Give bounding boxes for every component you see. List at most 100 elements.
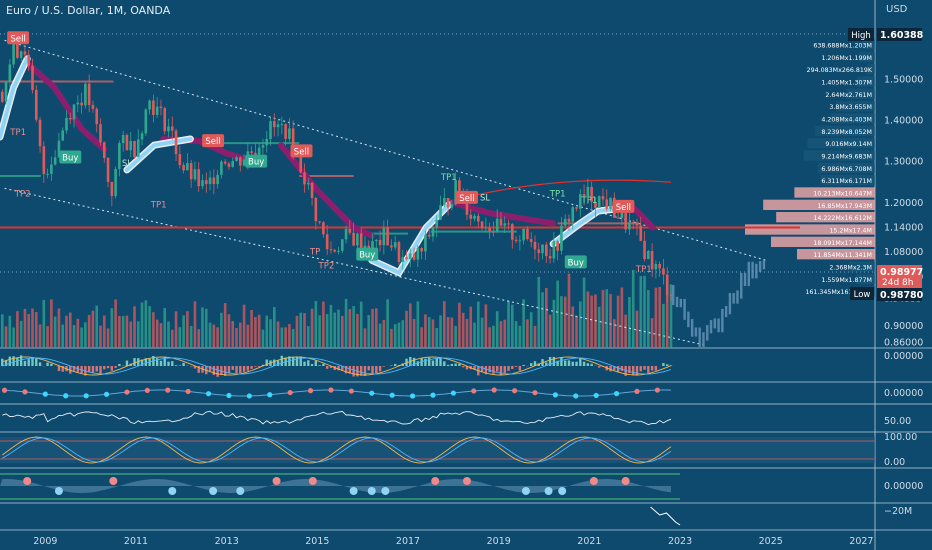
- candle-body: [91, 105, 95, 109]
- candle-body: [650, 251, 654, 270]
- volume-profile-bar: [862, 39, 875, 50]
- volume-bar: [272, 307, 276, 348]
- volume-bar: [537, 276, 541, 348]
- candle-body: [329, 249, 333, 251]
- volume-bar: [363, 328, 367, 348]
- volume-bar: [238, 322, 242, 348]
- volume-bar: [106, 328, 110, 348]
- volume-profile-bar: [867, 63, 875, 75]
- volume-bar: [382, 319, 386, 348]
- candle-body: [503, 223, 507, 226]
- volume-osc-line: [650, 506, 681, 526]
- macd-histogram-bar: [522, 364, 525, 366]
- projection-candle: [758, 261, 762, 272]
- candle-body: [95, 108, 99, 125]
- candle-body: [552, 241, 556, 259]
- candle-body: [374, 239, 378, 242]
- candle-body: [446, 197, 450, 208]
- downtrend-band: [278, 142, 375, 239]
- macd-histogram-bar: [95, 366, 98, 372]
- macd-histogram-bar: [72, 366, 76, 371]
- countdown-label: 24d 8h: [882, 278, 913, 288]
- macd-histogram-bar: [609, 366, 612, 372]
- candle-body: [450, 204, 454, 208]
- channel-lower-line: [4, 187, 703, 346]
- volume-bar: [276, 321, 280, 348]
- projection-candle: [743, 272, 747, 287]
- candle-body: [371, 241, 374, 253]
- candle-body: [556, 241, 559, 251]
- wave-dot: [521, 487, 530, 495]
- macd-histogram-bar: [367, 366, 370, 371]
- macd-histogram-bar: [197, 366, 200, 373]
- volume-profile-label: 9.016Mx9.14M: [825, 141, 872, 148]
- signal-label-tp2: TP2: [318, 262, 335, 272]
- projection-candle: [721, 308, 724, 333]
- sell-label: Sell: [10, 34, 25, 44]
- candle-body: [352, 232, 355, 246]
- sell-label-box: [202, 134, 225, 148]
- volume-bar: [208, 322, 212, 348]
- macd-histogram-bar: [46, 362, 49, 366]
- volume-bar: [291, 329, 295, 348]
- macd-histogram-bar: [666, 364, 669, 366]
- candle-body: [189, 163, 193, 180]
- signal-label-sl: SL: [122, 159, 132, 169]
- candle-body: [643, 240, 646, 260]
- volume-bar: [552, 299, 556, 348]
- candle-body: [408, 253, 412, 260]
- macd-histogram-bar: [212, 366, 216, 375]
- volume-profile-label: 2.64Mx2.761M: [825, 92, 872, 99]
- volume-profile-bar: [859, 51, 875, 62]
- candle-body: [548, 256, 552, 259]
- macd-histogram-bar: [390, 365, 393, 366]
- volume-bar: [420, 327, 423, 348]
- volume-bar: [189, 325, 193, 348]
- candle-body: [601, 196, 605, 200]
- candle-body: [541, 244, 544, 254]
- candle-body: [155, 106, 159, 115]
- candle-body: [254, 152, 257, 155]
- time-tick-label: 2015: [305, 536, 329, 547]
- volume-bar: [647, 290, 650, 348]
- candle-body: [499, 218, 503, 226]
- macd-histogram-bar: [329, 366, 333, 368]
- macd-histogram-bar: [480, 366, 484, 372]
- volume-bar: [352, 305, 355, 348]
- volume-bar: [492, 325, 495, 348]
- volume-bar: [541, 292, 544, 348]
- macd-histogram-bar: [325, 366, 329, 369]
- buy-label: Buy: [62, 154, 78, 164]
- rsi-line: [2, 410, 672, 426]
- candle-body: [65, 117, 68, 131]
- macd-histogram-bar: [314, 360, 318, 366]
- volume-bar: [439, 315, 442, 348]
- volume-bar: [261, 329, 265, 348]
- macd-histogram-bar: [579, 358, 582, 366]
- candle-body: [53, 157, 57, 165]
- macd-histogram-bar: [620, 366, 624, 371]
- volume-bar: [140, 302, 144, 348]
- sell-label-box: [612, 199, 635, 213]
- buy-label: Buy: [359, 251, 375, 261]
- symbol-title[interactable]: Euro / U.S. Dollar, 1M, OANDA: [6, 4, 171, 17]
- volume-bar: [590, 295, 593, 348]
- volume-bar: [246, 324, 250, 348]
- volume-bar: [0, 314, 4, 348]
- volume-bar: [378, 323, 382, 348]
- candle-body: [272, 121, 276, 128]
- candle-body: [473, 215, 476, 219]
- candle-body: [121, 135, 125, 144]
- macd-histogram-bar: [507, 366, 510, 371]
- candle-body: [208, 177, 212, 185]
- time-tick-label: 2009: [33, 536, 57, 547]
- macd-histogram-bar: [174, 365, 178, 366]
- volume-bar: [427, 317, 431, 348]
- volume-bar: [518, 325, 522, 348]
- candle-body: [50, 164, 53, 174]
- macd-histogram-bar: [647, 366, 650, 373]
- projection-candle: [717, 318, 720, 333]
- macd-histogram-bar: [359, 366, 363, 376]
